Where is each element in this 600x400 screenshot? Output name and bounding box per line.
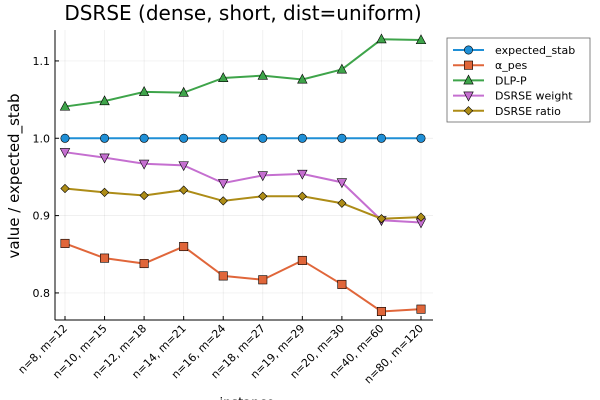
legend-marker <box>463 91 474 102</box>
y-tick-label: 1.0 <box>33 132 51 145</box>
data-point <box>218 72 229 82</box>
legend-marker <box>463 45 473 55</box>
legend-marker <box>463 74 474 85</box>
data-point <box>179 133 189 143</box>
data-point <box>258 133 268 143</box>
data-point <box>415 34 427 45</box>
legend-label: DLP-P <box>495 74 527 87</box>
series-line <box>64 151 422 224</box>
data-point <box>297 191 307 201</box>
series-expected-stab <box>60 133 426 143</box>
legend-label: DSRSE ratio <box>495 105 561 118</box>
axes <box>54 30 433 321</box>
data-point <box>218 133 228 143</box>
data-point <box>138 86 150 96</box>
data-point <box>218 271 228 281</box>
data-point <box>178 86 189 97</box>
y-tick-label: 0.9 <box>33 210 51 223</box>
data-point <box>376 33 387 44</box>
data-point <box>416 304 426 314</box>
series-dsrse-ratio <box>60 183 426 224</box>
series-dlp-p <box>59 33 427 111</box>
data-point <box>297 73 308 84</box>
data-point <box>376 133 386 143</box>
legend-label: expected_stab <box>495 44 575 57</box>
data-point <box>59 100 71 111</box>
legend-marker <box>463 106 474 116</box>
data-point <box>218 179 229 189</box>
data-point <box>337 198 347 208</box>
legend-label: α_pes <box>495 59 528 72</box>
data-point <box>376 306 386 316</box>
legend-item: DLP-P <box>453 74 527 87</box>
series-line <box>64 38 422 108</box>
data-point <box>99 187 110 198</box>
data-point <box>336 178 348 189</box>
legend-item: α_pes <box>453 59 528 72</box>
data-point <box>416 212 426 222</box>
legend-item: DSRSE ratio <box>453 105 561 118</box>
series <box>59 33 427 316</box>
data-point <box>258 191 268 201</box>
data-point <box>99 153 110 164</box>
y-tick-label: 0.8 <box>33 287 51 300</box>
data-point <box>138 159 150 170</box>
y-tick-label: 1.1 <box>33 55 51 68</box>
data-point <box>258 275 268 285</box>
legend-label: DSRSE weight <box>495 90 573 103</box>
data-point <box>139 190 149 201</box>
data-point <box>297 255 307 265</box>
series-line <box>64 187 422 220</box>
data-point <box>218 196 228 206</box>
y-axis-label: value / expected_stab <box>5 94 24 259</box>
series-pes <box>60 238 426 316</box>
legend-item: expected_stab <box>453 44 575 57</box>
series-line <box>64 242 422 313</box>
data-point <box>337 133 347 143</box>
data-point <box>297 169 308 180</box>
data-point <box>257 69 268 80</box>
data-point <box>376 214 387 224</box>
chart-title: DSRSE (dense, short, dist=uniform) <box>64 1 421 25</box>
legend-marker <box>463 60 473 70</box>
data-point <box>337 279 347 289</box>
data-point <box>139 259 149 269</box>
data-point <box>416 133 426 143</box>
data-point <box>178 161 189 172</box>
data-point <box>99 95 110 106</box>
data-point <box>179 242 189 252</box>
grid <box>55 30 433 320</box>
data-point <box>100 253 110 263</box>
data-point <box>60 238 70 248</box>
x-axis-label: instance <box>219 396 274 400</box>
data-point <box>60 133 70 143</box>
data-point <box>297 133 307 143</box>
data-point <box>100 133 110 143</box>
data-point <box>60 183 70 194</box>
legend-item: DSRSE weight <box>453 90 573 103</box>
data-point <box>257 171 268 182</box>
data-point <box>59 148 71 159</box>
data-point <box>336 63 348 74</box>
legend: expected_stab α_pes DLP-P DSRSE weight DSRSE… <box>446 37 591 123</box>
data-point <box>179 185 189 195</box>
data-point <box>139 133 149 143</box>
